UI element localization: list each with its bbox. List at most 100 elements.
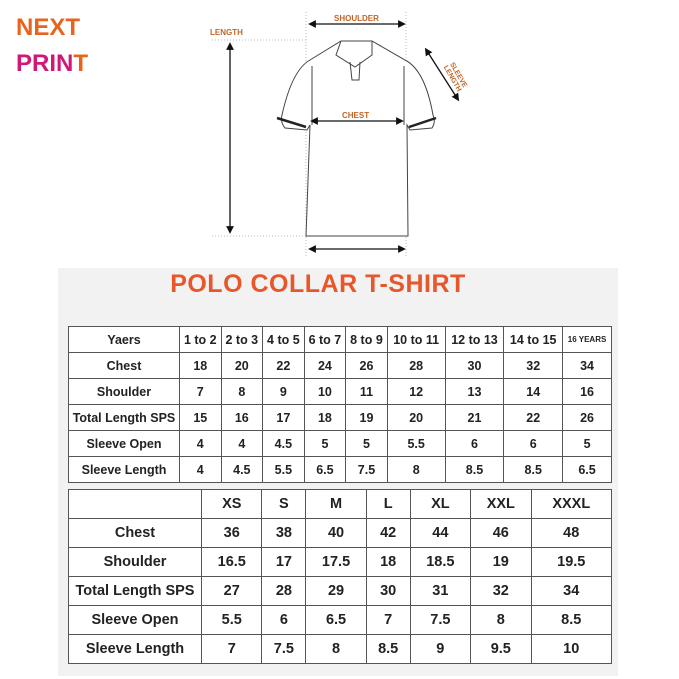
header-cell: 12 to 13 [444,326,505,353]
value-cell: 34 [530,576,612,606]
value-cell: 28 [261,576,307,606]
table-row: Sleeve Open 4 4 4.5 5 5 5.5 6 6 5 [68,430,612,457]
value-cell: 28 [386,352,446,379]
value-cell: 5.5 [200,605,263,635]
table-row: Shoulder 7 8 9 10 11 12 13 14 16 [68,378,612,405]
value-cell: 40 [305,518,367,548]
value-cell: 6 [503,430,564,457]
value-cell: 8 [386,456,446,483]
table-row: Sleeve Length 7 7.5 8 8.5 9 9.5 10 [68,634,612,664]
value-cell: 27 [200,576,263,606]
table-row: Shoulder 16.5 17 17.5 18 18.5 19 19.5 [68,547,612,577]
value-cell: 36 [200,518,263,548]
value-cell: 17 [262,404,305,431]
header-cell: XS [200,489,263,519]
row-label-cell: Total Length SPS [68,404,180,431]
header-cell: XXL [470,489,532,519]
value-cell: 20 [220,352,264,379]
value-cell: 18 [303,404,347,431]
header-cell [68,489,202,519]
value-cell: 11 [345,378,388,405]
value-cell: 15 [179,404,222,431]
row-label-cell: Sleeve Open [68,430,180,457]
header-cell: S [261,489,307,519]
logo-print-t: T [73,50,89,77]
row-label-cell: Sleeve Open [68,605,202,635]
row-label-cell: Chest [68,518,202,548]
value-cell: 21 [444,404,505,431]
value-cell: 44 [409,518,472,548]
shoulder-label: SHOULDER [334,14,379,23]
value-cell: 7 [200,634,263,664]
value-cell: 7 [365,605,411,635]
table-row: Chest 36 38 40 42 44 46 48 [68,518,612,548]
value-cell: 4 [179,430,222,457]
length-label: LENGTH [210,28,243,37]
chest-label: CHEST [342,111,370,120]
sleeve-arrow [424,47,460,102]
value-cell: 5 [562,430,612,457]
value-cell: 19 [345,404,388,431]
table-header-row: XS S M L XL XXL XXXL [68,489,612,519]
logo-next: NEXT [16,14,81,41]
value-cell: 38 [261,518,307,548]
table-row: Sleeve Open 5.5 6 6.5 7 7.5 8 8.5 [68,605,612,635]
value-cell: 8 [305,634,367,664]
polo-shirt-diagram [212,12,460,258]
table-row: Total Length SPS 15 16 17 18 19 20 21 22 26 [68,404,612,431]
value-cell: 22 [503,404,564,431]
value-cell: 14 [503,378,564,405]
row-label-cell: Chest [68,352,180,379]
value-cell: 26 [345,352,388,379]
header-cell: 4 to 5 [262,326,305,353]
value-cell: 30 [444,352,505,379]
value-cell: 7.5 [261,634,307,664]
value-cell: 42 [365,518,411,548]
value-cell: 8 [470,605,532,635]
value-cell: 7 [179,378,222,405]
value-cell: 8 [220,378,264,405]
value-cell: 16.5 [200,547,263,577]
header-cell: 16 YEARS [562,326,612,353]
value-cell: 8.5 [444,456,505,483]
table-row: Sleeve Length 4 4.5 5.5 6.5 7.5 8 8.5 8.5 6.5 [68,456,612,483]
header-cell: XL [409,489,472,519]
value-cell: 30 [365,576,411,606]
header-cell: M [305,489,367,519]
value-cell: 34 [562,352,612,379]
value-cell: 17 [261,547,307,577]
value-cell: 24 [303,352,347,379]
value-cell: 18 [365,547,411,577]
adult-size-table: XS S M L XL XXL XXXL Chest 36 38 40 42 44 46 48 Shoulde… [68,489,612,664]
row-label-cell: Shoulder [68,547,202,577]
value-cell: 48 [530,518,612,548]
value-cell: 6.5 [305,605,367,635]
row-label-cell: Sleeve Length [68,456,180,483]
header-cell: Yaers [68,326,180,353]
value-cell: 6.5 [562,456,612,483]
value-cell: 16 [562,378,612,405]
value-cell: 4.5 [262,430,305,457]
value-cell: 9 [262,378,305,405]
value-cell: 4 [220,430,264,457]
table-row: Chest 18 20 22 24 26 28 30 32 34 [68,352,612,379]
logo-print: PRINT [16,50,88,78]
value-cell: 5.5 [386,430,446,457]
value-cell: 16 [220,404,264,431]
value-cell: 6 [261,605,307,635]
chart-title: POLO COLLAR T-SHIRT [170,270,466,298]
value-cell: 18 [179,352,222,379]
logo-print-text: PRIN [16,50,74,77]
row-label-cell: Sleeve Length [68,634,202,664]
value-cell: 8.5 [503,456,564,483]
value-cell: 10 [303,378,347,405]
row-label-cell: Shoulder [68,378,180,405]
value-cell: 5.5 [262,456,305,483]
value-cell: 12 [386,378,446,405]
value-cell: 7.5 [409,605,472,635]
value-cell: 19.5 [530,547,612,577]
header-cell: 8 to 9 [345,326,388,353]
value-cell: 26 [562,404,612,431]
